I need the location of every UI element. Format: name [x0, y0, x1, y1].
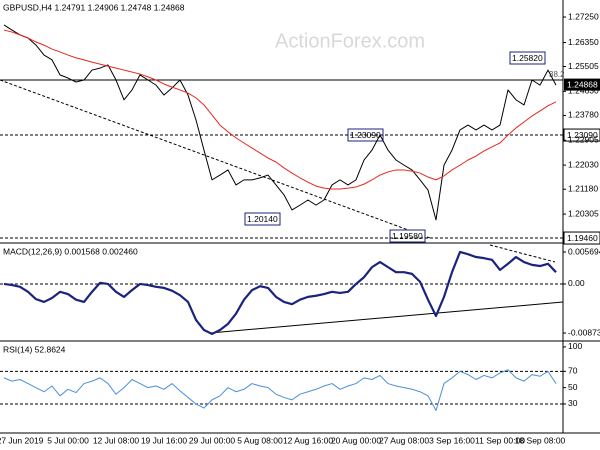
- x-tick-label: 11 Sep 00:00: [475, 435, 525, 445]
- series-line: [3, 369, 557, 411]
- annotation: 1.20140: [247, 214, 278, 224]
- watermark: ActionForex.com: [275, 30, 425, 52]
- y-tick-label: -0.008737: [568, 327, 600, 337]
- y-tick-label: 30: [568, 398, 578, 408]
- x-tick-label: 20 Aug 00:00: [331, 435, 381, 445]
- last-price-label: 1.24868: [567, 79, 598, 89]
- annotation-box: [244, 212, 281, 226]
- x-tick-label: 5 Aug 08:00: [237, 435, 283, 445]
- y-tick-label: 70: [568, 366, 578, 376]
- y-tick-label: 50: [568, 382, 578, 392]
- annotation: 1.25820: [512, 53, 543, 63]
- price-tag-label: 1.19460: [567, 233, 598, 243]
- x-tick-label: 12 Jul 08:00: [93, 435, 140, 445]
- y-tick-label: 100: [568, 341, 582, 351]
- series-line: [3, 250, 557, 336]
- x-tick-label: 5 Jul 00:00: [47, 435, 89, 445]
- y-tick-label: 1.23780: [568, 110, 599, 120]
- trend-line: [0, 79, 431, 239]
- header: GBPUSD,H4 1.24791 1.24906 1.24748 1.2486…: [3, 2, 185, 12]
- macd-trend-line: [209, 301, 564, 334]
- x-tick-label: 19 Jul 16:00: [141, 435, 188, 445]
- last-price-tag: [564, 78, 600, 91]
- y-tick-label: 0.00: [568, 278, 585, 288]
- y-tick-label: 1.22905: [568, 135, 599, 145]
- annotation-box: [389, 229, 426, 243]
- series-line: [3, 24, 557, 221]
- annotation-box: [509, 51, 546, 65]
- panel-title: RSI(14) 52.8624: [3, 344, 66, 354]
- price-tag-label: 1.23090: [567, 130, 598, 140]
- y-tick-label: 1.27250: [568, 11, 599, 21]
- annotation: 1.19580: [392, 231, 423, 241]
- price-tag: [563, 231, 600, 245]
- y-tick-label: 1.25505: [568, 61, 599, 71]
- x-tick-label: 3 Sep 16:00: [429, 435, 475, 445]
- y-tick-label: 1.24630: [568, 86, 599, 96]
- x-tick-label: 18 Sep 08:00: [515, 435, 566, 445]
- series-line: [3, 29, 557, 190]
- macd-trend-line: [489, 244, 556, 263]
- x-tick-label: 29 Jul 00:00: [189, 435, 236, 445]
- y-tick-label: 1.26350: [568, 37, 599, 47]
- y-tick-label: 0.005694: [568, 246, 600, 256]
- annotation: 38.2: [549, 70, 565, 79]
- price-tag: [563, 128, 600, 142]
- y-tick-label: 1.20305: [568, 208, 599, 218]
- y-tick-label: 1.21180: [568, 183, 598, 193]
- x-tick-label: 12 Aug 16:00: [283, 435, 333, 445]
- panel-title: MACD(12,26,9) 0.001568 0.002460: [3, 246, 138, 256]
- y-tick-label: 1.22030: [568, 159, 599, 169]
- x-tick-label: 27 Aug 08:00: [379, 435, 429, 445]
- x-tick-label: 27 Jun 2019: [0, 435, 44, 445]
